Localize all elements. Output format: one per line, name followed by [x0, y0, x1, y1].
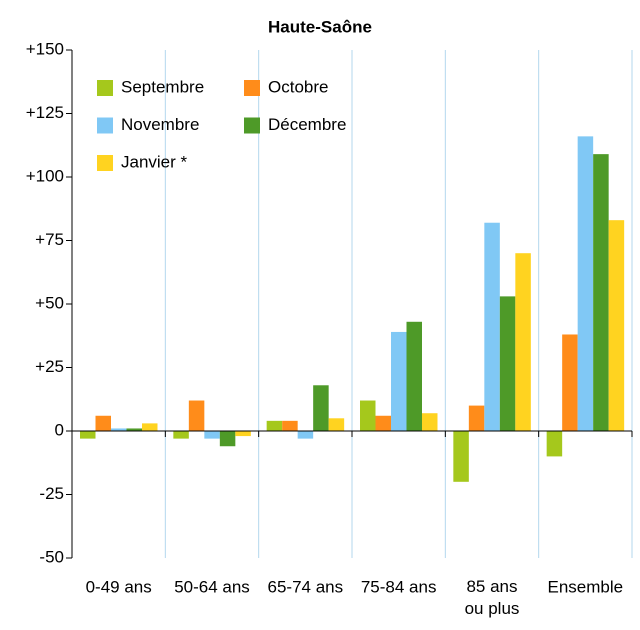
y-tick-label: -25 [39, 484, 64, 503]
legend-label: Octobre [268, 77, 328, 96]
bar [126, 428, 142, 431]
bar [80, 431, 96, 439]
bar [593, 154, 609, 431]
bar [204, 431, 220, 439]
legend-swatch [97, 117, 113, 134]
bar [422, 413, 438, 431]
legend-swatch [97, 80, 113, 96]
bar [219, 431, 236, 447]
bar [173, 431, 189, 439]
bar [188, 400, 205, 431]
y-tick-label: +25 [35, 357, 64, 376]
bar [499, 296, 516, 431]
bar [328, 418, 345, 431]
y-tick-label: +100 [26, 166, 64, 185]
bar [266, 420, 283, 431]
bar [297, 431, 314, 439]
legend-swatch [97, 155, 113, 171]
bar [608, 220, 625, 431]
legend-label: Novembre [121, 115, 199, 134]
bar [484, 222, 500, 431]
bar [391, 331, 407, 431]
bar [360, 400, 376, 431]
x-tick-label: 50-64 ans [174, 577, 250, 596]
bar [142, 423, 158, 431]
y-tick-label: +125 [26, 103, 64, 122]
legend-label: Janvier * [121, 152, 188, 171]
bar [546, 431, 563, 457]
y-tick-label: +50 [35, 293, 64, 312]
x-tick-label: 0-49 ans [86, 577, 152, 596]
bar [282, 420, 298, 431]
legend-label: Septembre [121, 77, 204, 96]
bar [577, 136, 594, 432]
x-tick-label: Ensemble [548, 577, 624, 596]
bar [468, 405, 485, 431]
legend-swatch [244, 117, 260, 134]
bar [95, 415, 111, 431]
y-tick-label: -50 [39, 547, 64, 566]
bar [562, 334, 578, 431]
bar [313, 385, 329, 431]
legend-swatch [244, 80, 260, 96]
bar [406, 321, 422, 431]
chart-title: Haute-Saône [268, 17, 372, 36]
x-tick-label: 75-84 ans [361, 577, 437, 596]
y-tick-label: 0 [55, 420, 64, 439]
y-tick-label: +75 [35, 230, 64, 249]
bar [111, 428, 127, 431]
bar [235, 431, 251, 437]
y-tick-label: +150 [26, 39, 64, 58]
x-tick-label: 65-74 ans [268, 577, 344, 596]
bar [375, 415, 391, 431]
bar [453, 431, 469, 482]
bar [515, 253, 531, 431]
legend-label: Décembre [268, 115, 346, 134]
x-tick-label: 85 ans ou plus [465, 577, 520, 618]
